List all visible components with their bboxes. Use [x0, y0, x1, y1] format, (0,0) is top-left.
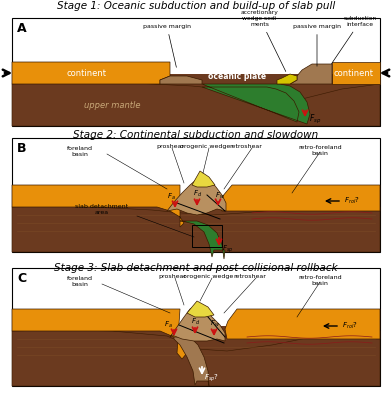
Polygon shape — [12, 62, 170, 84]
Text: passive margin: passive margin — [143, 24, 191, 67]
Polygon shape — [12, 326, 380, 386]
Text: Stage 1: Oceanic subduction and build-up of slab pull: Stage 1: Oceanic subduction and build-up… — [57, 1, 335, 11]
Text: retroshear: retroshear — [234, 274, 267, 279]
Text: $F_{rol}$?: $F_{rol}$? — [344, 196, 360, 206]
Polygon shape — [332, 62, 380, 84]
Text: $F_{sp}$: $F_{sp}$ — [222, 244, 234, 255]
Text: subduction
interface: subduction interface — [332, 16, 377, 64]
Text: foreland
basin: foreland basin — [67, 276, 93, 287]
Text: orogenic wedge: orogenic wedge — [180, 144, 230, 149]
Bar — [12, 138, 380, 252]
Polygon shape — [202, 84, 310, 124]
Text: $F_{sp}$?: $F_{sp}$? — [204, 373, 219, 384]
Text: accretionary
wedge sedi-
ments: accretionary wedge sedi- ments — [241, 10, 286, 72]
Text: Stage 3: Slab detachment and post-collisional rollback: Stage 3: Slab detachment and post-collis… — [54, 263, 338, 273]
Text: $F_w$: $F_w$ — [215, 191, 225, 201]
Text: $F_a$: $F_a$ — [164, 320, 173, 330]
Polygon shape — [225, 309, 380, 339]
Text: foreland
basin: foreland basin — [67, 146, 93, 157]
Text: proshear: proshear — [156, 144, 184, 149]
Text: orogenic wedge: orogenic wedge — [183, 274, 233, 279]
Polygon shape — [290, 64, 332, 84]
Text: oceanic plate: oceanic plate — [208, 72, 266, 81]
Polygon shape — [174, 337, 209, 386]
Bar — [12, 268, 380, 386]
Text: $F_{sp}$: $F_{sp}$ — [309, 112, 321, 126]
Text: $F_a$: $F_a$ — [167, 192, 176, 202]
Text: upper mantle: upper mantle — [84, 102, 140, 110]
Polygon shape — [180, 221, 225, 259]
Text: $F_d$: $F_d$ — [191, 317, 200, 327]
Text: retro-foreland
basin: retro-foreland basin — [298, 275, 342, 286]
Polygon shape — [12, 206, 380, 252]
Polygon shape — [12, 330, 380, 386]
Polygon shape — [167, 175, 226, 215]
Text: retroshear: retroshear — [230, 144, 262, 149]
Polygon shape — [192, 171, 215, 187]
Text: proshear: proshear — [158, 274, 186, 279]
Text: C: C — [17, 272, 26, 285]
Text: continent: continent — [334, 68, 374, 78]
Text: continent: continent — [67, 68, 107, 78]
Polygon shape — [12, 185, 184, 227]
Text: A: A — [17, 22, 27, 35]
Polygon shape — [277, 74, 297, 84]
Text: $F_{rol}$?: $F_{rol}$? — [342, 321, 358, 331]
Polygon shape — [187, 301, 214, 317]
Text: passive margin: passive margin — [293, 24, 341, 66]
Polygon shape — [170, 305, 225, 341]
Bar — [192, 225, 222, 247]
Polygon shape — [217, 185, 380, 211]
Text: retro-foreland
basin: retro-foreland basin — [298, 145, 342, 156]
Text: Stage 2: Continental subduction and slowdown: Stage 2: Continental subduction and slow… — [73, 130, 319, 140]
Polygon shape — [160, 76, 202, 84]
Text: $F_d$: $F_d$ — [193, 189, 202, 199]
Polygon shape — [12, 82, 380, 126]
Text: slab detachment
area: slab detachment area — [75, 204, 129, 215]
Bar — [12, 18, 380, 126]
Polygon shape — [12, 309, 187, 359]
Text: B: B — [17, 142, 27, 155]
Text: $F_w$: $F_w$ — [210, 319, 220, 329]
Polygon shape — [12, 74, 380, 126]
Polygon shape — [12, 202, 380, 252]
